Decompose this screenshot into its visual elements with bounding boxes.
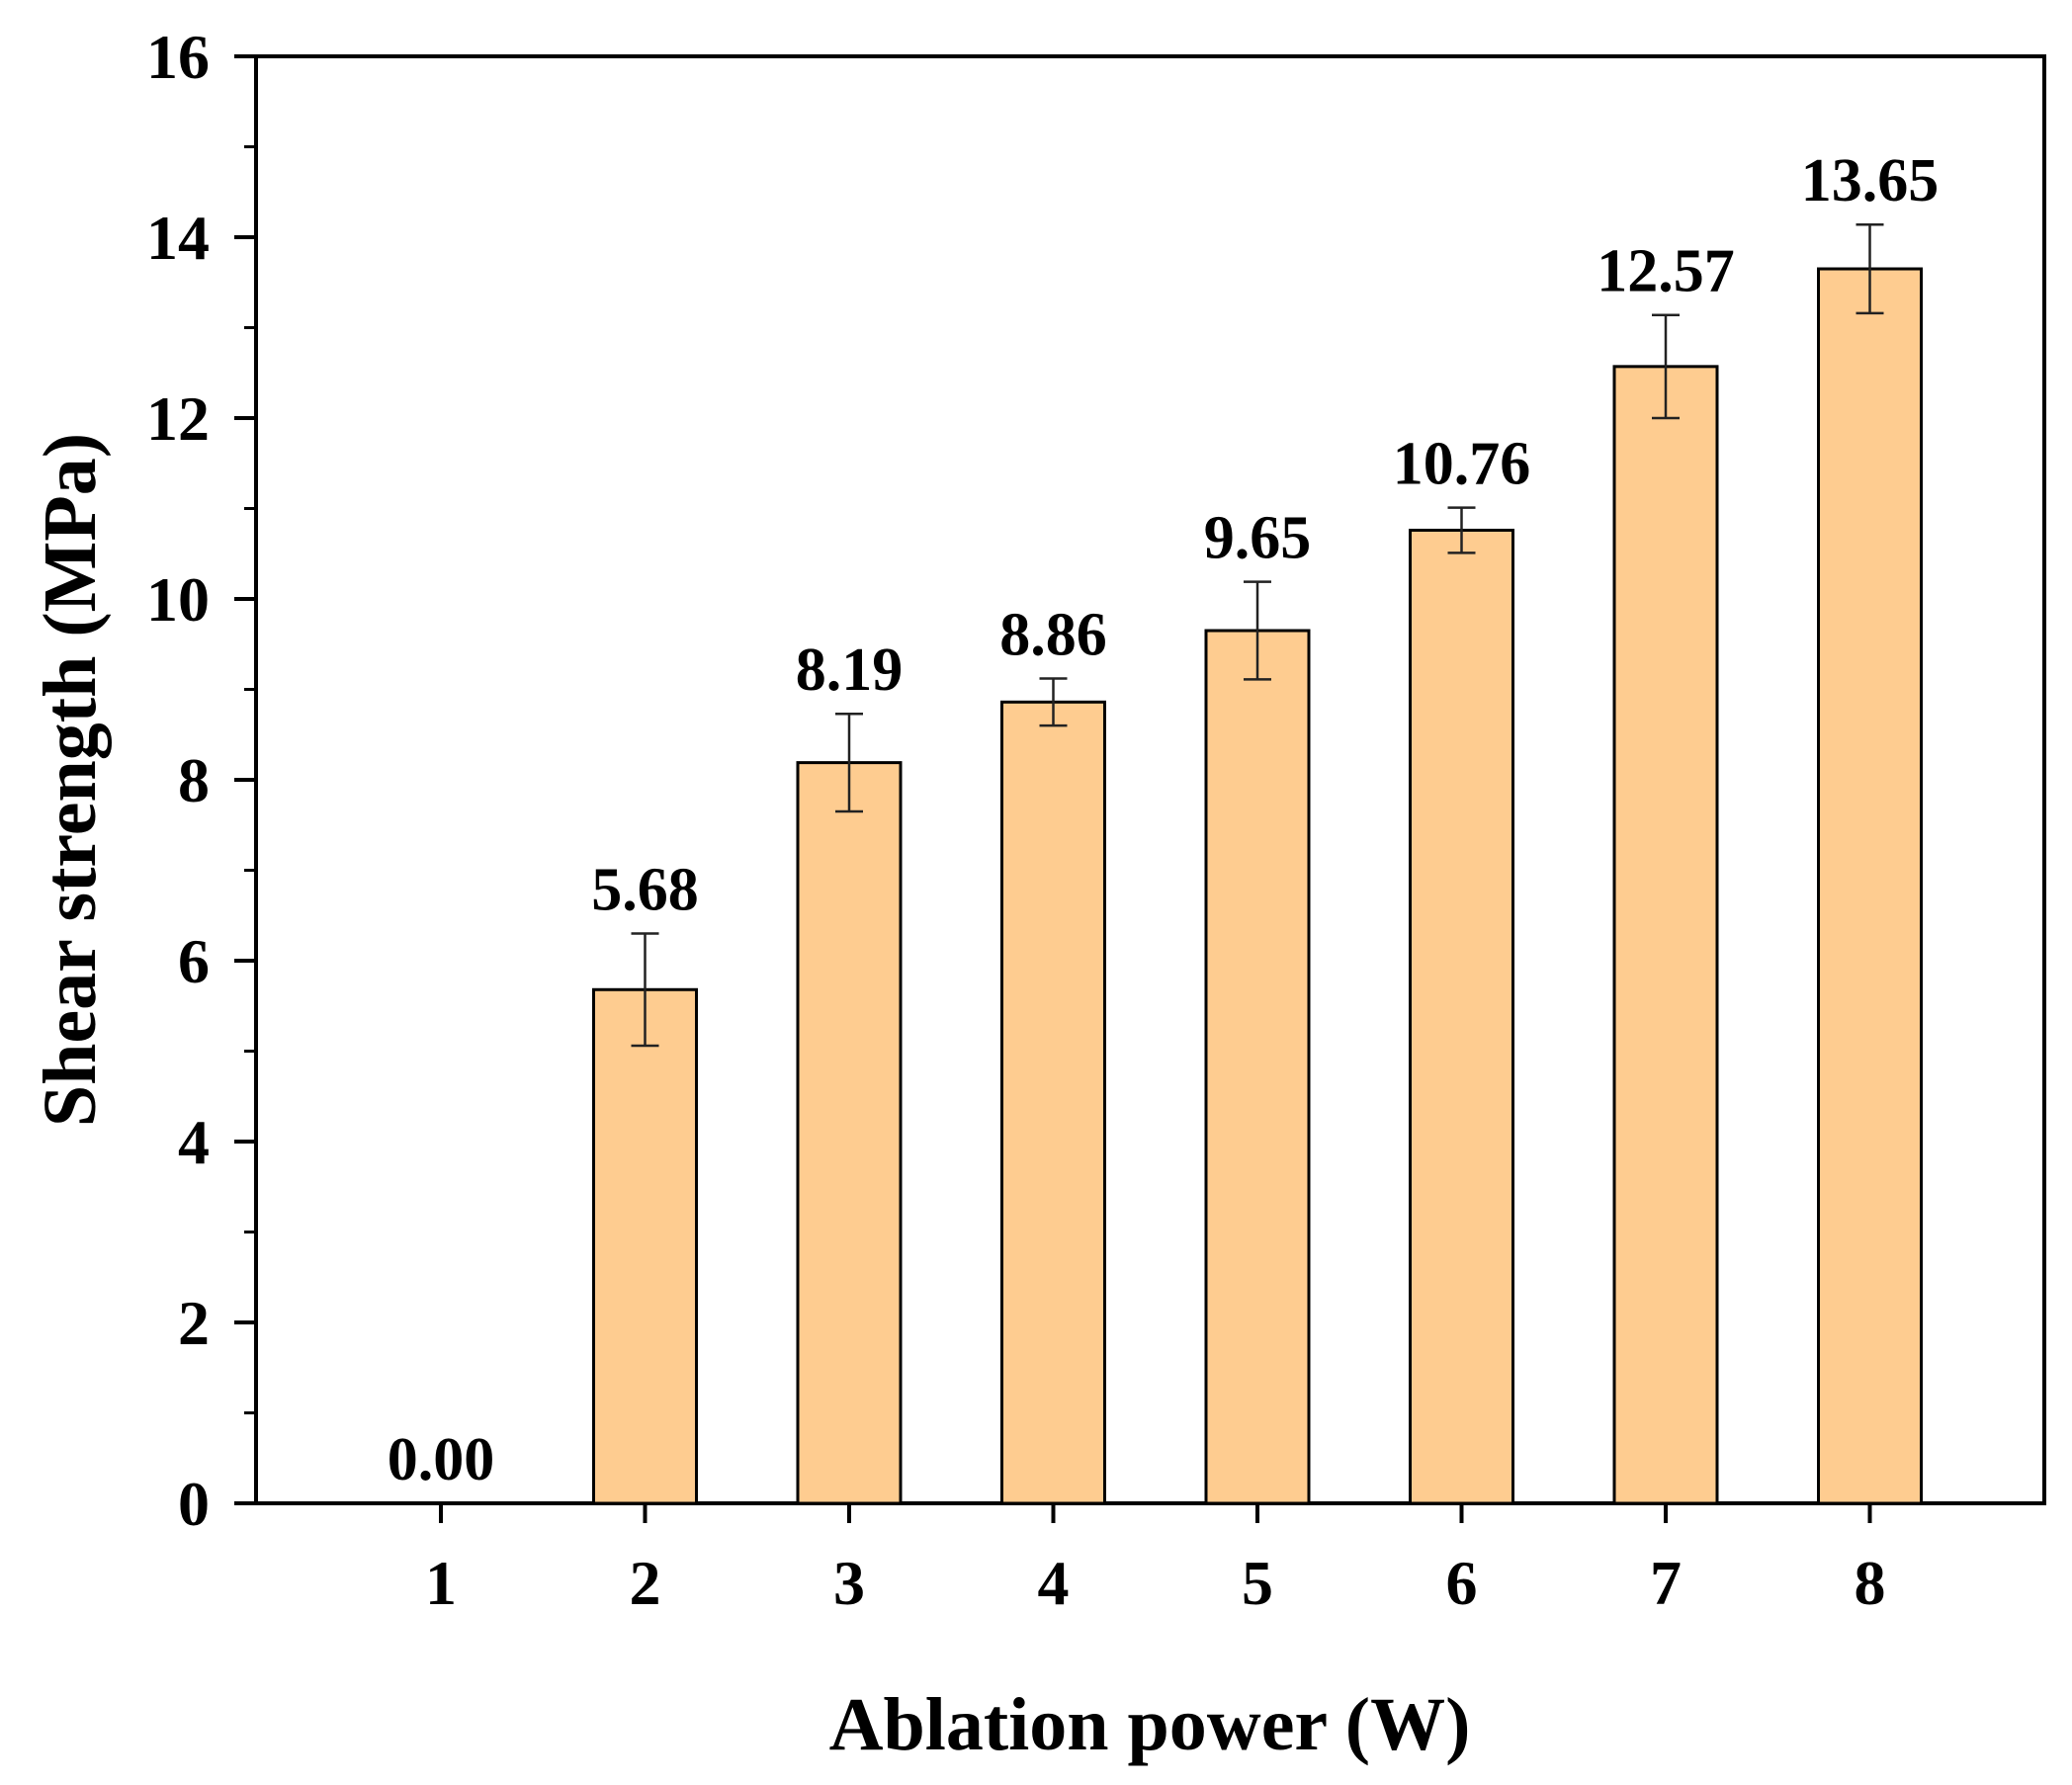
x-tick-label: 2 (630, 1548, 661, 1618)
bar-8 (1817, 267, 1923, 1505)
y-minor-ticks (244, 145, 256, 1414)
value-label-1: 0.00 (388, 1426, 495, 1493)
plot-frame (254, 54, 2046, 1505)
y-tick-label: 8 (178, 745, 210, 815)
y-tick-label: 6 (178, 926, 210, 996)
y-tick-label: 10 (146, 564, 210, 635)
y-tick-label: 12 (146, 383, 210, 454)
x-tick-labels: 1 2 3 4 5 6 7 8 (425, 1548, 1886, 1618)
y-axis-label: Shear strength (MPa) (29, 433, 112, 1127)
bar-2 (592, 987, 698, 1505)
value-labels: 0.00 5.68 8.19 8.86 9.65 10.76 12.57 13.65 (388, 147, 1940, 1493)
value-label-8: 13.65 (1801, 147, 1940, 214)
value-label-3: 8.19 (796, 637, 904, 704)
y-tick-label: 2 (178, 1288, 210, 1358)
y-major-ticks (234, 54, 256, 1505)
x-axis-label: Ablation power (W) (829, 1683, 1471, 1766)
y-tick-label: 14 (146, 203, 210, 273)
value-label-2: 5.68 (591, 857, 699, 924)
bar-6 (1409, 528, 1514, 1505)
y-tick-label: 0 (178, 1469, 210, 1539)
x-tick-label: 6 (1446, 1548, 1478, 1618)
x-tick-label: 7 (1650, 1548, 1682, 1618)
x-ticks (439, 1503, 1872, 1523)
bar-7 (1612, 365, 1719, 1505)
value-label-7: 12.57 (1597, 238, 1735, 305)
y-tick-label: 16 (146, 22, 210, 92)
x-tick-label: 8 (1855, 1548, 1886, 1618)
value-label-6: 10.76 (1393, 431, 1531, 498)
value-label-4: 8.86 (999, 602, 1107, 669)
bars (592, 267, 1923, 1505)
bar-4 (1000, 700, 1106, 1505)
bar-5 (1204, 629, 1311, 1505)
x-tick-label: 5 (1242, 1548, 1273, 1618)
y-tick-label: 4 (178, 1107, 210, 1177)
x-tick-label: 1 (425, 1548, 457, 1618)
x-tick-label: 4 (1038, 1548, 1070, 1618)
y-tick-labels: 0 2 4 6 8 10 12 14 16 (146, 22, 210, 1539)
bar-3 (796, 761, 903, 1505)
x-tick-label: 3 (833, 1548, 865, 1618)
error-bars (631, 222, 1884, 1048)
value-label-5: 9.65 (1204, 505, 1312, 572)
